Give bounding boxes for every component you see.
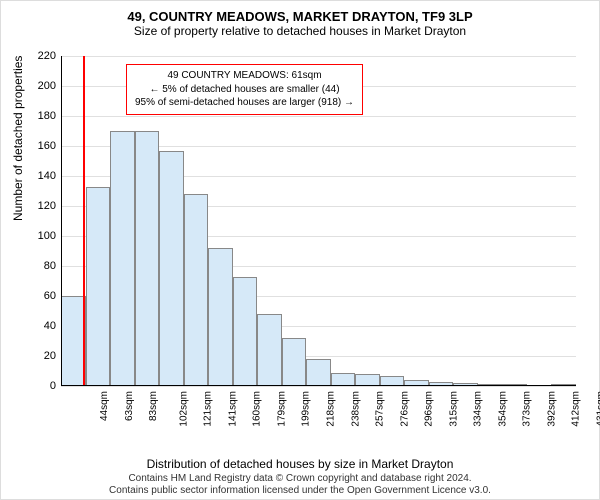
x-tick-label: 392sqm xyxy=(546,391,557,427)
chart-subtitle: Size of property relative to detached ho… xyxy=(1,24,599,42)
y-tick-label: 20 xyxy=(26,350,56,362)
y-tick-label: 100 xyxy=(26,230,56,242)
annotation-box: 49 COUNTRY MEADOWS: 61sqm← 5% of detache… xyxy=(126,64,363,115)
histogram-bar xyxy=(135,131,160,386)
y-axis-line xyxy=(61,56,62,386)
x-tick-label: 334sqm xyxy=(473,391,484,427)
y-tick-label: 160 xyxy=(26,140,56,152)
histogram-bar xyxy=(110,131,135,386)
grid-line xyxy=(61,56,576,57)
x-tick-label: 199sqm xyxy=(301,391,312,427)
x-tick-label: 296sqm xyxy=(424,391,435,427)
histogram-bar xyxy=(331,373,356,387)
x-tick-label: 257sqm xyxy=(375,391,386,427)
footer-line-2: Contains public sector information licen… xyxy=(1,485,599,497)
x-tick-label: 354sqm xyxy=(497,391,508,427)
annotation-line: ← 5% of detached houses are smaller (44) xyxy=(135,83,354,97)
annotation-line: 49 COUNTRY MEADOWS: 61sqm xyxy=(135,69,354,83)
x-tick-label: 63sqm xyxy=(124,391,135,421)
histogram-bar xyxy=(233,277,258,387)
histogram-bar xyxy=(282,338,307,386)
x-tick-label: 160sqm xyxy=(252,391,263,427)
x-tick-label: 276sqm xyxy=(399,391,410,427)
histogram-bar xyxy=(306,359,331,386)
x-tick-label: 373sqm xyxy=(522,391,533,427)
grid-line xyxy=(61,116,576,117)
plot-area: 02040608010012014016018020022044sqm63sqm… xyxy=(61,56,576,386)
histogram-bar xyxy=(86,187,111,387)
chart-title: 49, COUNTRY MEADOWS, MARKET DRAYTON, TF9… xyxy=(1,1,599,24)
y-tick-label: 140 xyxy=(26,170,56,182)
annotation-line: 95% of semi-detached houses are larger (… xyxy=(135,96,354,110)
x-tick-label: 121sqm xyxy=(203,391,214,427)
x-axis-line xyxy=(61,385,576,386)
histogram-bar xyxy=(257,314,282,386)
y-tick-label: 200 xyxy=(26,80,56,92)
x-tick-label: 44sqm xyxy=(99,391,110,421)
y-tick-label: 40 xyxy=(26,320,56,332)
x-axis-label: Distribution of detached houses by size … xyxy=(1,457,599,471)
y-tick-label: 80 xyxy=(26,260,56,272)
histogram-bar xyxy=(208,248,233,386)
x-tick-label: 315sqm xyxy=(448,391,459,427)
x-tick-label: 83sqm xyxy=(148,391,159,421)
y-axis-label: Number of detached properties xyxy=(11,56,25,221)
grid-line xyxy=(61,386,576,387)
x-tick-label: 179sqm xyxy=(277,391,288,427)
y-tick-label: 120 xyxy=(26,200,56,212)
histogram-bar xyxy=(159,151,184,387)
x-tick-label: 238sqm xyxy=(350,391,361,427)
chart-container: 49, COUNTRY MEADOWS, MARKET DRAYTON, TF9… xyxy=(0,0,600,500)
histogram-bar xyxy=(184,194,209,386)
marker-line xyxy=(83,56,85,386)
footer: Contains HM Land Registry data © Crown c… xyxy=(1,473,599,497)
footer-line-1: Contains HM Land Registry data © Crown c… xyxy=(1,473,599,485)
x-tick-label: 102sqm xyxy=(178,391,189,427)
y-tick-label: 60 xyxy=(26,290,56,302)
y-tick-label: 180 xyxy=(26,110,56,122)
y-tick-label: 0 xyxy=(26,380,56,392)
x-tick-label: 141sqm xyxy=(227,391,238,427)
plot: 02040608010012014016018020022044sqm63sqm… xyxy=(61,56,576,386)
x-tick-label: 431sqm xyxy=(595,391,600,427)
x-tick-label: 218sqm xyxy=(326,391,337,427)
histogram-bar xyxy=(61,296,86,386)
x-tick-label: 412sqm xyxy=(571,391,582,427)
y-tick-label: 220 xyxy=(26,50,56,62)
